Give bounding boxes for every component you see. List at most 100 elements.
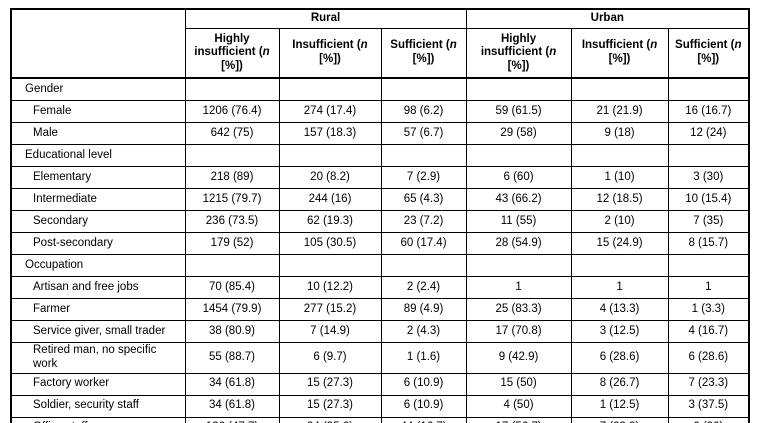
data-cell — [380, 77, 467, 101]
text-segment: Sufficient ( — [390, 39, 450, 52]
frequency-table: Rural Urban Highly insufficient (n [%]) … — [10, 8, 751, 423]
data-cell: 60 (17.4) — [380, 232, 467, 255]
data-cell: 6 (60) — [465, 166, 572, 189]
row-label: Office staff — [10, 416, 186, 423]
group-header-row: Rural Urban — [10, 8, 750, 79]
row-label: Occupation — [10, 254, 186, 277]
data-cell: 3 (30) — [667, 166, 750, 189]
data-cell — [570, 144, 669, 167]
data-cell: 4 (50) — [465, 394, 572, 418]
column-header-urban-highly-insufficient: Highly insufficient (n [%]) — [465, 28, 572, 79]
data-cell: 17 (56.7) — [465, 416, 572, 423]
text-segment: [%]) — [507, 59, 530, 72]
item-row: Factory worker 34 (61.8) 15 (27.3) 6 (10.9)… — [10, 372, 750, 396]
group-row: Occupation — [10, 254, 750, 277]
data-cell: 179 (52) — [184, 232, 280, 255]
corner-cell — [10, 8, 186, 79]
data-cell: 9 (42.9) — [465, 342, 572, 374]
data-cell: 44 (16.7) — [380, 416, 467, 423]
data-cell: 6 (28.6) — [570, 342, 669, 374]
sub-header-row: Highly insufficient (n [%]) Insufficient… — [11, 28, 750, 79]
row-label: Artisan and free jobs — [10, 276, 186, 299]
item-row: Artisan and free jobs 70 (85.4) 10 (12.2) 2… — [10, 276, 750, 299]
data-cell: 1 — [667, 276, 750, 299]
data-cell: 2 (4.3) — [380, 320, 467, 343]
data-cell: 70 (85.4) — [184, 276, 280, 299]
data-cell: 1206 (76.4) — [184, 100, 280, 123]
data-cell: 17 (70.8) — [465, 320, 572, 343]
data-cell: 34 (61.8) — [184, 394, 280, 418]
data-cell: 12 (18.5) — [570, 188, 669, 211]
data-cell: 1 — [570, 276, 669, 299]
row-label: Female — [10, 100, 186, 123]
data-cell: 7 (2.9) — [380, 166, 467, 189]
text-segment: [%]) — [221, 59, 243, 72]
data-cell: 89 (4.9) — [380, 298, 467, 321]
item-row: Farmer 1454 (79.9) 277 (15.2) 89 (4.9) 25 (8… — [10, 298, 750, 321]
row-label: Post-secondary — [10, 232, 186, 255]
text-segment: [%]) — [319, 53, 341, 65]
data-cell — [667, 77, 750, 101]
text-segment: [%]) — [697, 53, 720, 65]
item-row: Post-secondary 179 (52) 105 (30.5) 60 (17.4… — [10, 232, 750, 255]
data-cell: 1 (3.3) — [667, 298, 750, 321]
data-cell: 20 (8.2) — [278, 166, 382, 189]
data-cell: 62 (19.3) — [278, 210, 382, 233]
data-cell: 15 (24.9) — [570, 232, 669, 255]
data-cell: 43 (66.2) — [465, 188, 572, 211]
data-cell: 126 (47.7) — [184, 416, 280, 423]
data-cell: 55 (88.7) — [184, 342, 280, 374]
data-cell: 21 (21.9) — [570, 100, 669, 123]
text-segment: n — [734, 39, 742, 52]
item-row: Secondary 236 (73.5) 62 (19.3) 23 (7.2) 11 (… — [10, 210, 750, 233]
data-cell — [278, 254, 382, 277]
group-header-rural: Rural — [184, 8, 467, 29]
data-cell — [184, 77, 280, 101]
text-segment: Sufficient ( — [675, 39, 735, 52]
data-cell — [380, 254, 467, 277]
row-label: Intermediate — [10, 188, 186, 211]
group-header-urban: Urban — [465, 8, 750, 29]
data-cell — [570, 77, 669, 101]
data-cell — [465, 144, 572, 167]
data-cell — [184, 254, 280, 277]
data-cell — [380, 144, 467, 167]
item-row: Soldier, security staff 34 (61.8) 15 (27.3… — [10, 394, 750, 418]
row-label: Service giver, small trader — [10, 320, 186, 343]
data-cell: 277 (15.2) — [278, 298, 382, 321]
data-cell — [278, 77, 382, 101]
row-label: Retired man, no specific work — [10, 342, 186, 374]
data-cell: 29 (58) — [465, 122, 572, 145]
data-cell: 642 (75) — [184, 122, 280, 145]
item-row: Female 1206 (76.4) 274 (17.4) 98 (6.2) 59 (6… — [10, 100, 750, 123]
data-cell: 15 (27.3) — [278, 394, 382, 418]
data-cell: 1 (12.5) — [570, 394, 669, 418]
data-cell: 2 (10) — [570, 210, 669, 233]
data-cell — [278, 144, 382, 167]
group-row: Gender — [10, 77, 750, 101]
data-cell — [667, 254, 750, 277]
data-cell: 105 (30.5) — [278, 232, 382, 255]
data-cell: 38 (80.9) — [184, 320, 280, 343]
data-cell — [184, 144, 280, 167]
data-cell — [667, 144, 750, 167]
row-label: Farmer — [10, 298, 186, 321]
text-segment: n — [549, 46, 557, 59]
data-cell: 274 (17.4) — [278, 100, 382, 123]
column-header-rural-sufficient: Sufficient (n [%]) — [380, 28, 467, 79]
data-cell: 59 (61.5) — [465, 100, 572, 123]
data-cell: 6 (28.6) — [667, 342, 750, 374]
item-row: Elementary 218 (89) 20 (8.2) 7 (2.9) 6 (60) 1… — [10, 166, 750, 189]
row-label: Male — [10, 122, 186, 145]
data-cell: 3 (12.5) — [570, 320, 669, 343]
group-row: Educational level — [10, 144, 750, 167]
data-cell: 65 (4.3) — [380, 188, 467, 211]
item-row: Retired man, no specific work 55 (88.7) 6 … — [10, 342, 750, 374]
column-header-urban-insufficient: Insufficient (n [%]) — [570, 28, 669, 79]
row-label: Soldier, security staff — [10, 394, 186, 418]
data-cell: 1 — [465, 276, 572, 299]
data-cell: 7 (35) — [667, 210, 750, 233]
data-cell: 4 (16.7) — [667, 320, 750, 343]
text-segment: n — [650, 39, 658, 52]
data-cell: 16 (16.7) — [667, 100, 750, 123]
